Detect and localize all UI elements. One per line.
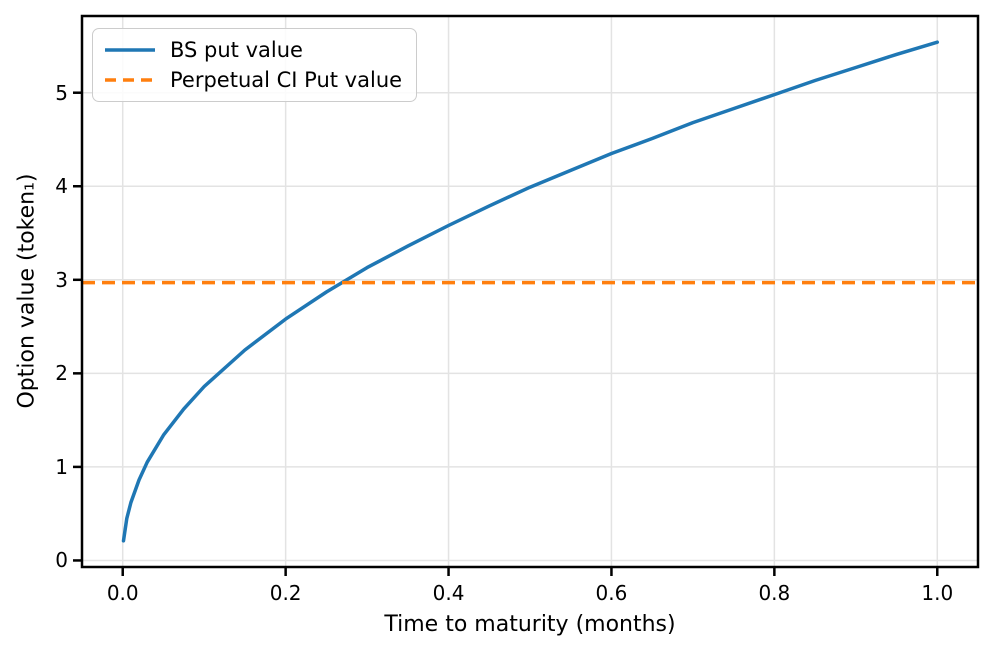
y-tick-label: 1 <box>55 454 68 479</box>
bs-put-curve <box>121 40 940 543</box>
solid-line-sample-icon <box>105 48 155 52</box>
x-axis-label: Time to maturity (months) <box>384 612 676 637</box>
y-tick-label: 2 <box>55 361 68 386</box>
y-tick-label: 3 <box>55 267 68 292</box>
x-tick-label: 0.4 <box>432 581 465 605</box>
y-axis-label: Option value (token₁) <box>14 173 40 409</box>
x-tick-label: 0.8 <box>758 581 791 605</box>
y-tick-label: 0 <box>55 548 68 573</box>
x-tick-label: 0.2 <box>269 581 302 605</box>
legend-rows: BS put value Perpetual CI Put value <box>105 35 402 95</box>
legend: BS put value Perpetual CI Put value <box>92 28 418 102</box>
x-tick-label: 0.6 <box>595 581 628 605</box>
legend-item: Perpetual CI Put value <box>105 65 402 95</box>
dashed-line-sample-icon <box>105 78 155 82</box>
x-tick-label: 1.0 <box>921 581 954 605</box>
y-tick-label: 4 <box>55 174 68 199</box>
y-tick-label: 5 <box>55 80 68 105</box>
legend-item: BS put value <box>105 35 402 65</box>
x-tick-label: 0.0 <box>106 581 139 605</box>
legend-label: BS put value <box>170 37 303 62</box>
plot-frame <box>80 14 980 569</box>
legend-label: Perpetual CI Put value <box>170 67 403 92</box>
